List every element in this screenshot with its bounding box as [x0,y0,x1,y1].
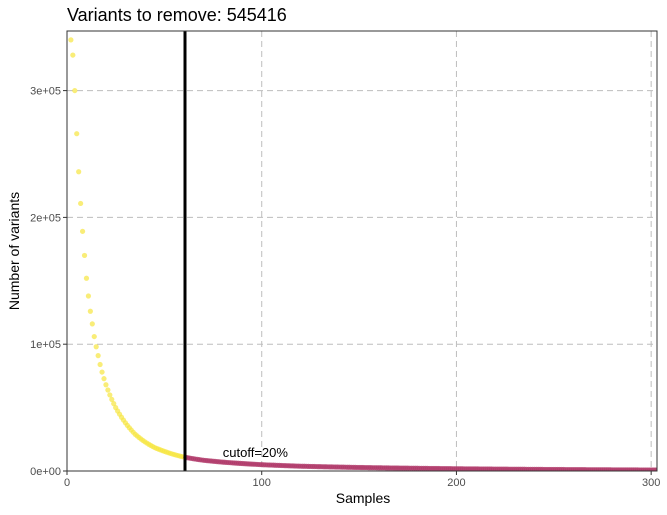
data-point [107,392,113,398]
y-axis-title: Number of variants [6,192,22,310]
chart-title: Variants to remove: 545416 [67,5,287,25]
data-point [95,353,101,359]
data-point [97,361,103,368]
data-point [68,37,74,43]
cutoff-label: cutoff=20% [223,445,289,460]
x-tick-label-0: 0 [64,477,70,489]
data-point [99,369,105,375]
data-point [105,387,111,393]
data-point [79,228,86,234]
data-point [78,200,84,207]
data-point [85,293,92,299]
y-axis: 0e+00 1e+05 2e+05 3e+05 [30,86,67,478]
data-point [89,321,95,327]
plot-panel [66,30,658,472]
data-point [81,252,88,259]
data-point [109,396,115,403]
y-tick-label-0: 0e+00 [30,466,61,478]
data-point [76,169,82,175]
data-point [93,344,99,350]
data-point [87,308,93,314]
data-point [101,376,107,382]
x-axis: 0 100 200 300 [64,471,660,489]
data-point [74,131,80,137]
y-tick-label-3: 3e+05 [30,86,61,98]
data-point [72,87,78,94]
x-axis-title: Samples [336,490,390,506]
x-tick-label-1: 100 [253,477,271,489]
x-tick-label-3: 300 [642,477,660,489]
data-point [91,333,97,340]
data-point [70,52,76,58]
x-tick-label-2: 200 [447,477,465,489]
data-points [68,37,657,471]
y-tick-label-2: 2e+05 [30,212,61,224]
data-point [111,401,117,407]
data-point [103,382,109,388]
y-tick-label-1: 1e+05 [30,339,61,351]
data-point [83,275,90,281]
data-point [654,467,657,471]
grid-lines [66,31,657,472]
